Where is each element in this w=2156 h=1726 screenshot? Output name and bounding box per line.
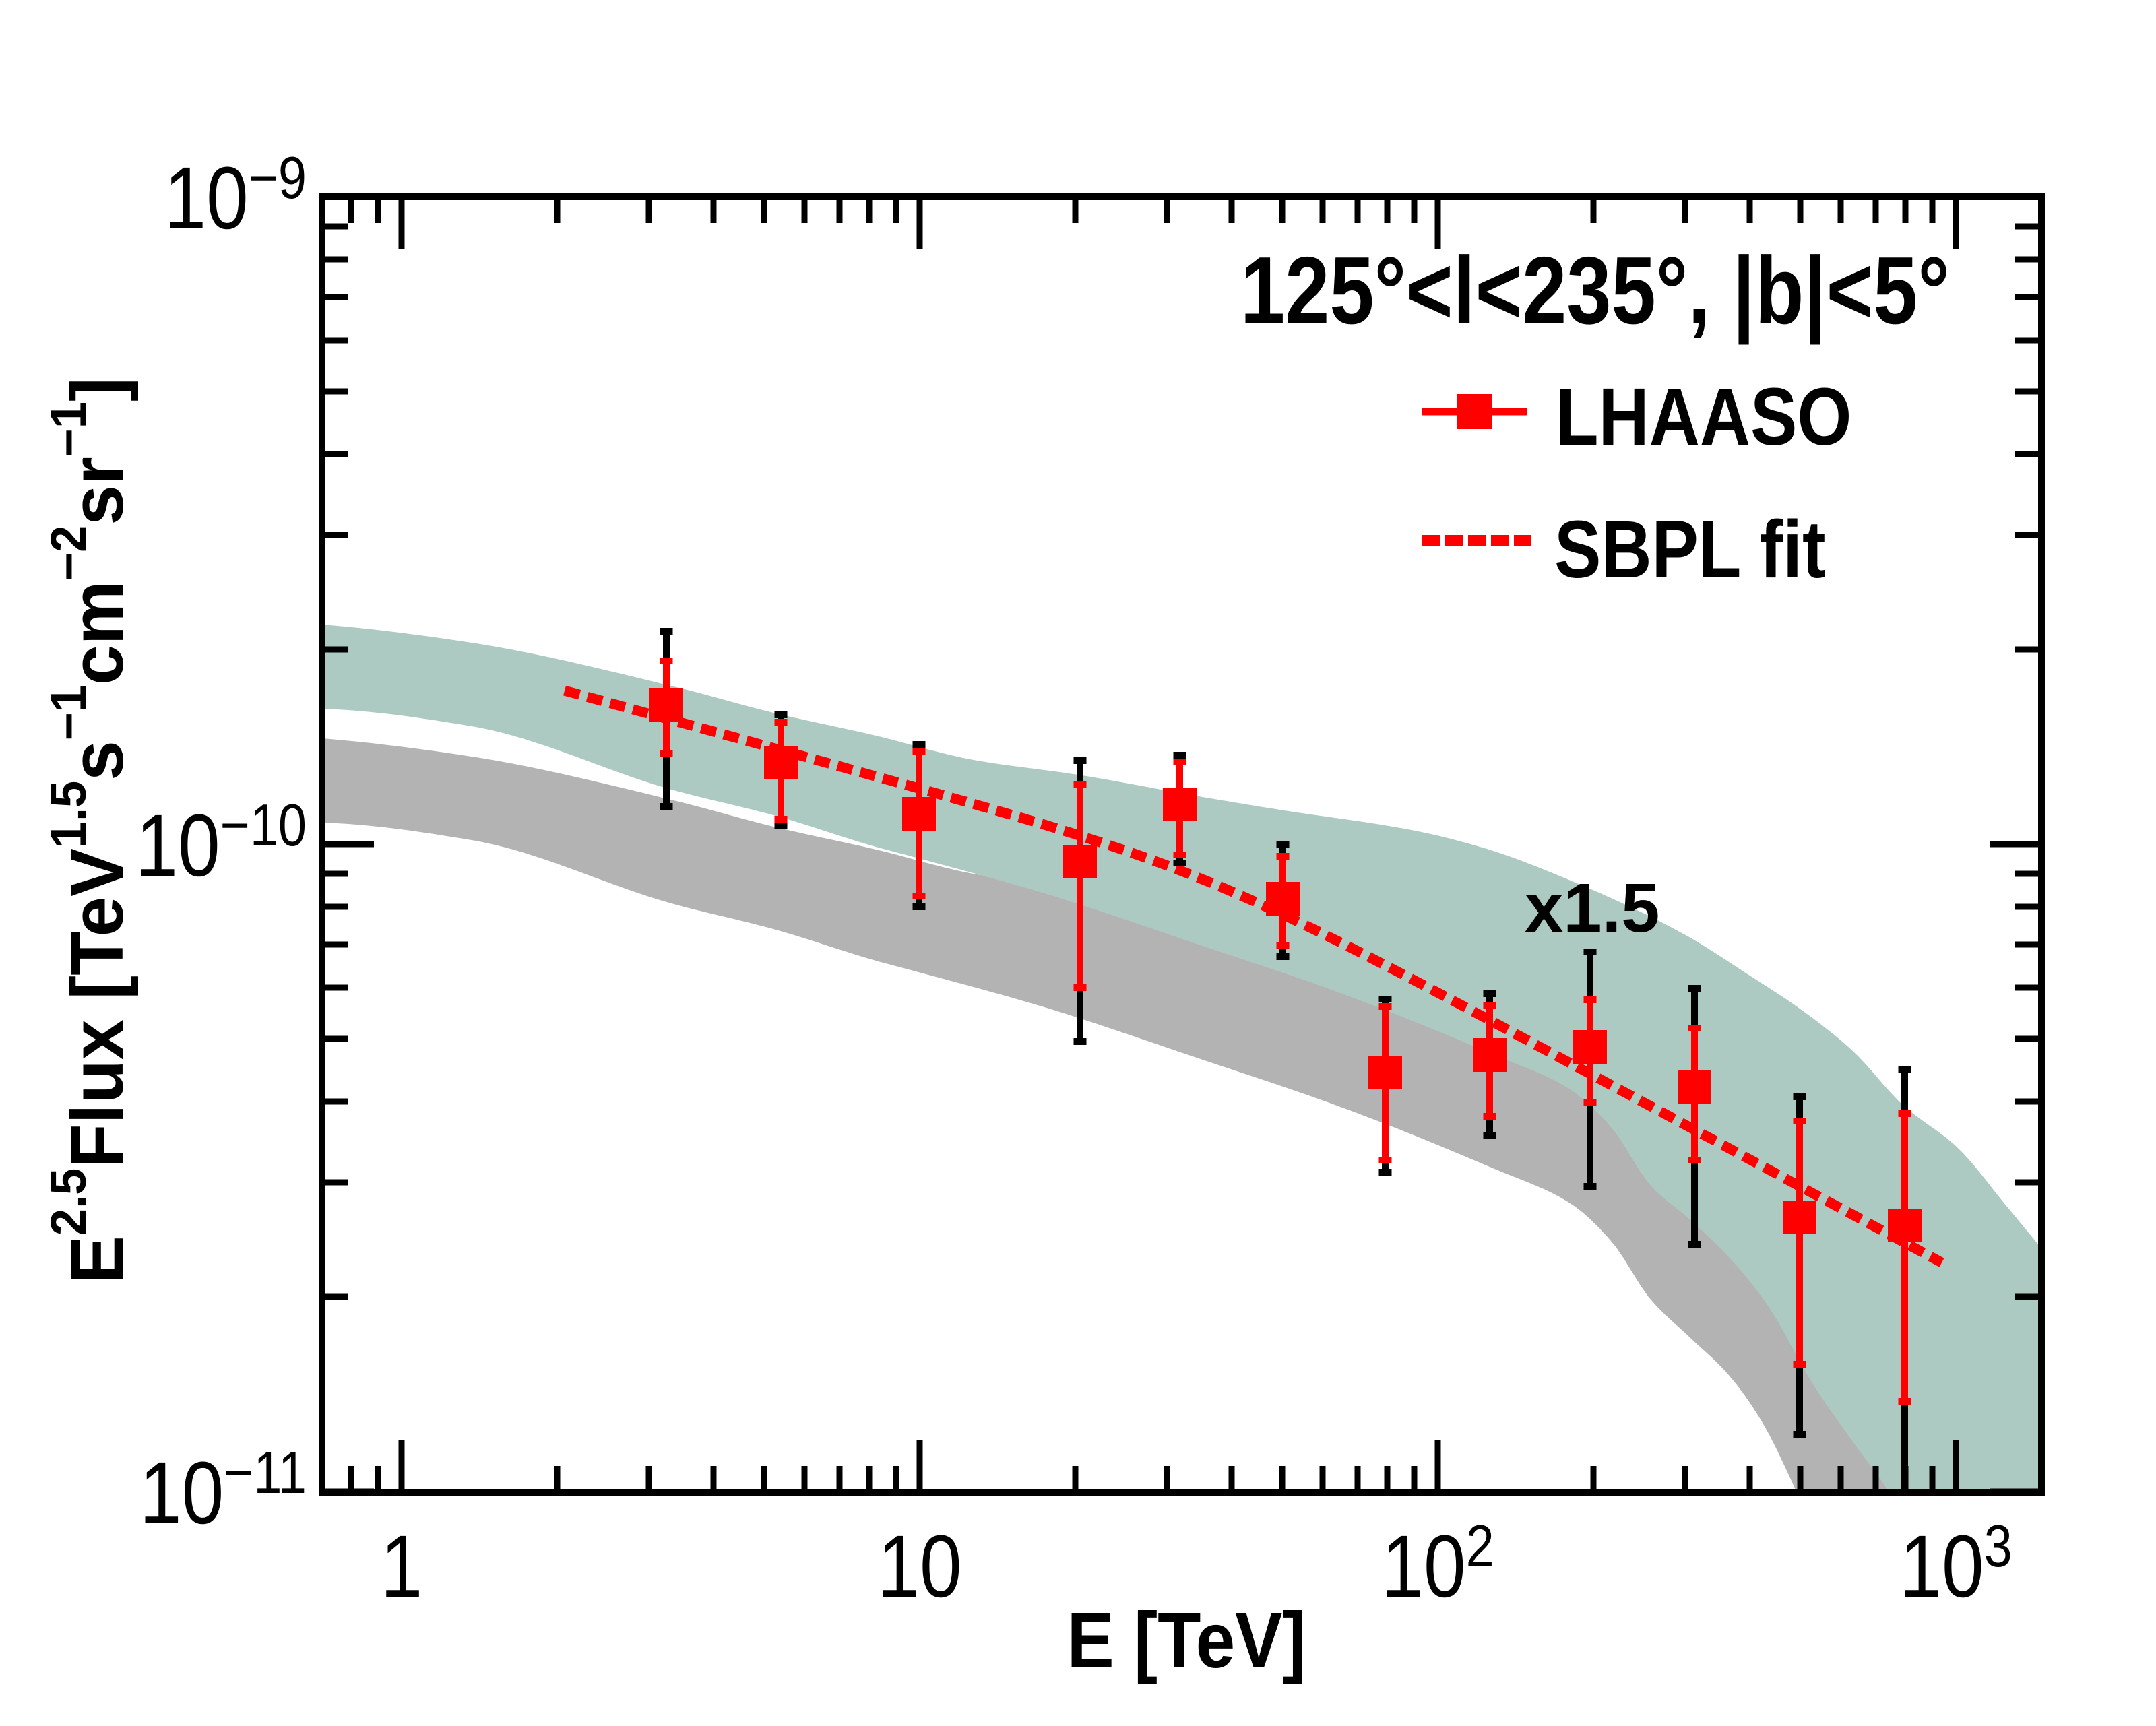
svg-text:E [TeV]: E [TeV] — [1067, 1596, 1306, 1684]
svg-text:x1.5: x1.5 — [1525, 869, 1659, 947]
svg-text:SBPL fit: SBPL fit — [1554, 504, 1826, 595]
svg-text:102: 102 — [1381, 1514, 1494, 1616]
svg-text:10−9: 10−9 — [164, 146, 307, 247]
svg-text:10: 10 — [877, 1516, 961, 1616]
svg-text:125°<l<235°, |b|<5°: 125°<l<235°, |b|<5° — [1240, 236, 1950, 344]
svg-text:LHAASO: LHAASO — [1556, 371, 1851, 462]
svg-text:1: 1 — [381, 1516, 423, 1616]
